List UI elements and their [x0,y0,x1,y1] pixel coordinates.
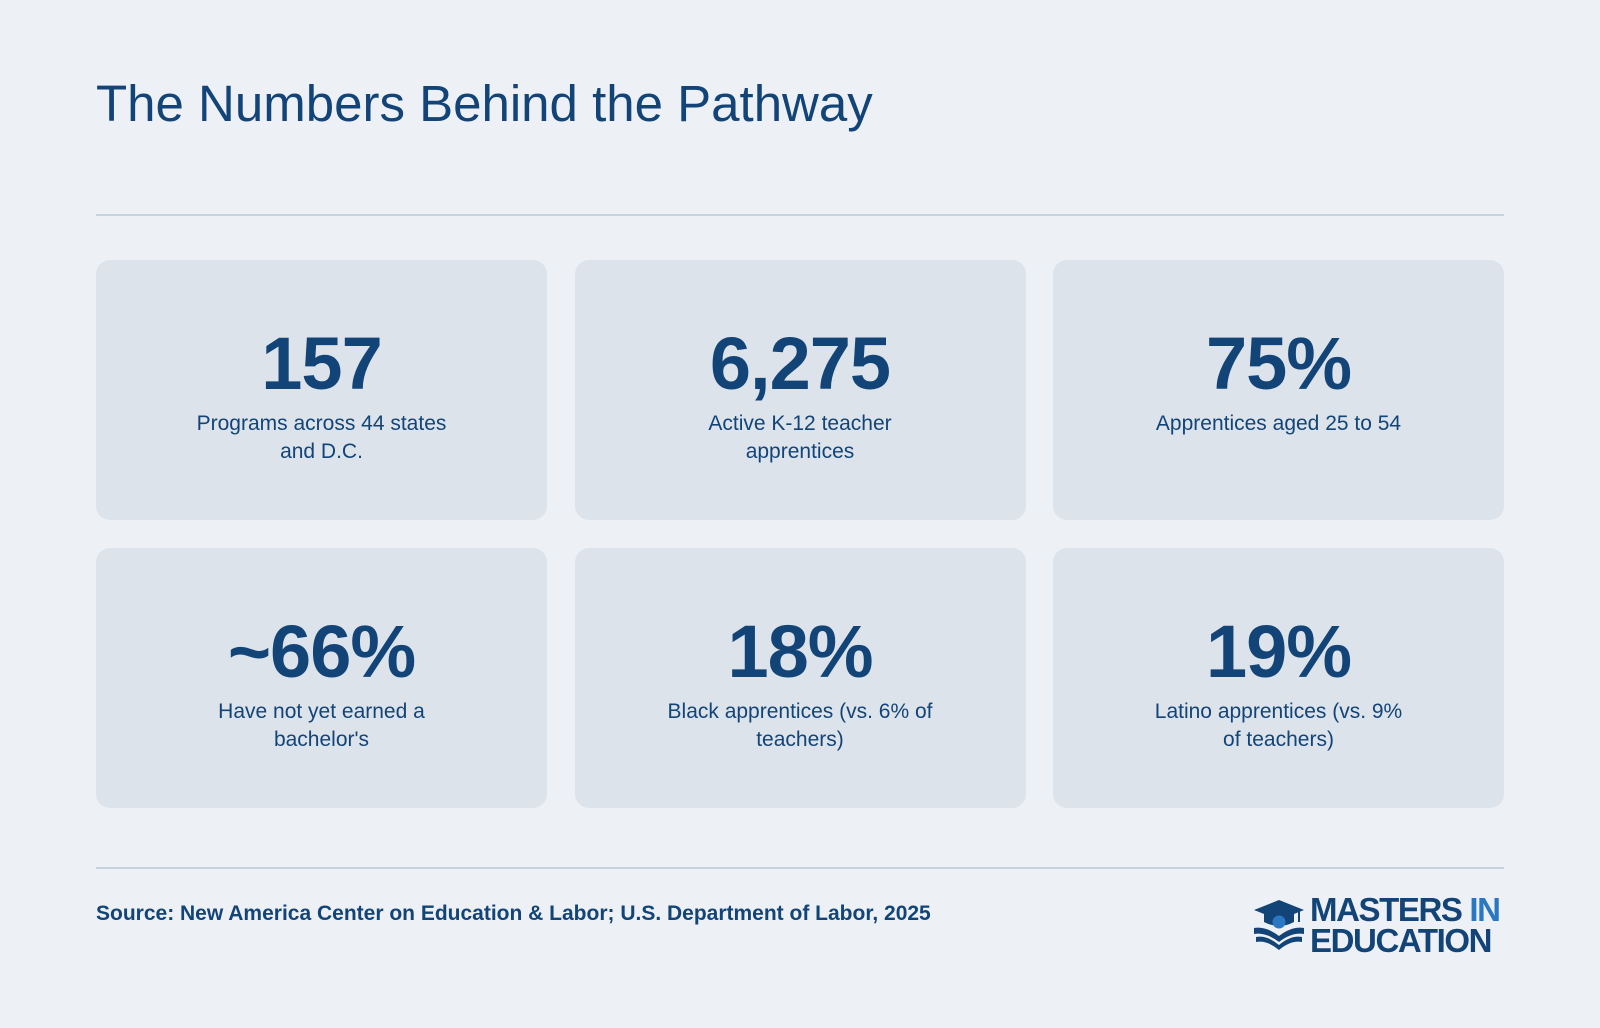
stat-label: Black apprentices (vs. 6% of teachers) [667,700,933,751]
stat-value: ~66% [227,610,416,693]
stat-label: Latino apprentices (vs. 9% of teachers) [1154,700,1403,751]
source-citation: Source: New America Center on Education … [96,902,931,925]
infographic: The Numbers Behind the Pathway 157 Progr… [96,0,1504,1028]
stat-card-latino-apprentices: 19% Latino apprentices (vs. 9% of teache… [1053,548,1504,808]
top-divider [96,214,1504,216]
stat-value: 6,275 [709,322,891,405]
logo-line-1: MASTERS IN [1310,891,1501,928]
stat-card-bachelors: ~66% Have not yet earned a bachelor's [96,548,547,808]
logo-wordmark: MASTERS IN EDUCATION [1310,891,1501,959]
stat-value: 19% [1205,610,1352,693]
stat-card-age: 75% Apprentices aged 25 to 54 [1053,260,1504,520]
logo-word-education: EDUCATION [1310,922,1493,959]
brand-logo: MASTERS IN EDUCATION [1252,891,1502,959]
stat-value: 75% [1205,322,1352,405]
page-title: The Numbers Behind the Pathway [96,75,873,132]
stat-label: Active K-12 teacher apprentices [708,412,892,463]
stat-label: Have not yet earned a bachelor's [218,700,425,751]
stat-card-programs: 157 Programs across 44 states and D.C. [96,260,547,520]
stat-value: 18% [727,610,873,693]
logo-word-masters: MASTERS [1310,891,1463,928]
stat-label: Programs across 44 states and D.C. [196,412,447,463]
stats-grid: 157 Programs across 44 states and D.C. 6… [96,260,1504,808]
stat-value: 157 [261,322,382,405]
graduation-cap-book-icon [1254,900,1304,950]
logo-word-in: IN [1469,891,1501,928]
stat-card-black-apprentices: 18% Black apprentices (vs. 6% of teacher… [574,548,1026,808]
stat-label: Apprentices aged 25 to 54 [1155,412,1402,435]
bottom-divider [96,867,1504,869]
stat-card-apprentices: 6,275 Active K-12 teacher apprentices [574,260,1026,520]
